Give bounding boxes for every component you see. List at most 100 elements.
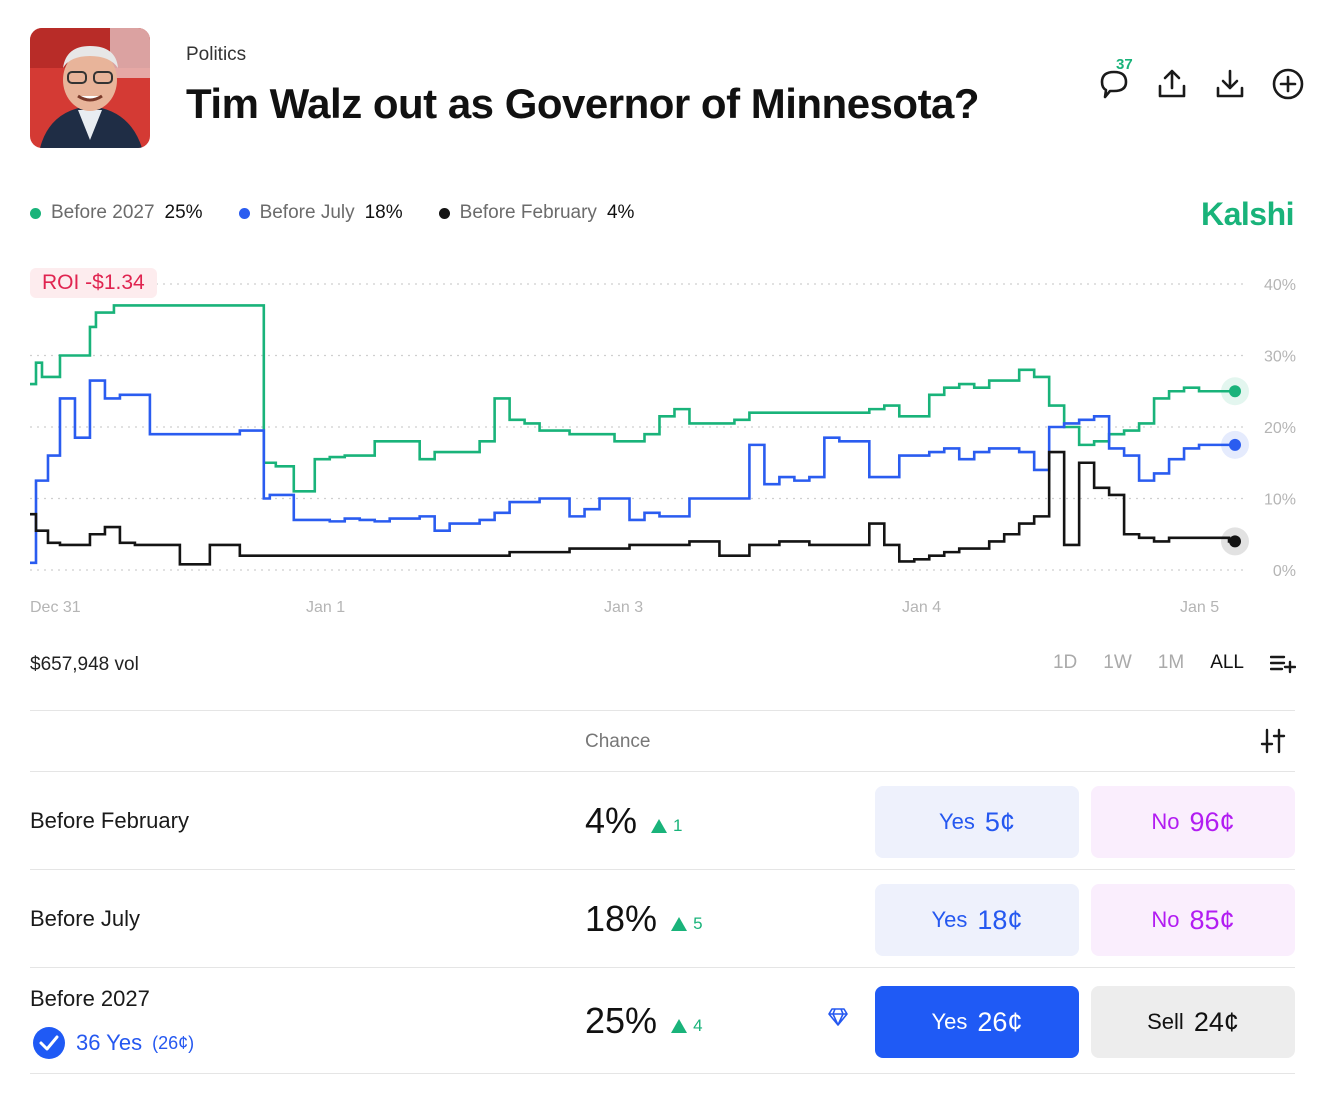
diamond-icon[interactable] <box>828 1008 848 1026</box>
comment-count: 37 <box>1116 56 1133 73</box>
outcome-row-before-february[interactable]: Before February 4% 1 Yes 5¢ No 96¢ <box>30 772 1295 870</box>
buy-no-button[interactable]: No 85¢ <box>1091 884 1295 956</box>
outcome-label: Before February <box>30 808 189 833</box>
chance-delta: 5 <box>671 914 703 934</box>
buy-yes-button[interactable]: Yes 26¢ <box>875 986 1079 1058</box>
yes-label: Yes <box>939 809 975 834</box>
outcome-label: Before 2027 <box>30 986 150 1011</box>
range-all[interactable]: ALL <box>1210 652 1244 673</box>
table-header: Chance <box>30 710 1295 772</box>
share-icon <box>1158 69 1186 98</box>
volume-label: $657,948 vol <box>30 654 139 675</box>
series-line <box>30 379 1236 565</box>
y-tick-label: 40% <box>1264 277 1296 294</box>
y-tick-label: 0% <box>1273 563 1296 580</box>
legend-dot <box>438 207 450 219</box>
buy-yes-button[interactable]: Yes 18¢ <box>875 884 1079 956</box>
download-button[interactable] <box>1212 66 1248 102</box>
outcome-row-before-july[interactable]: Before July 18% 5 Yes 18¢ No 85¢ <box>30 870 1295 968</box>
legend-item-before-february: Before February 4% <box>438 202 634 224</box>
time-range-selector: 1D 1W 1M ALL <box>1052 652 1297 674</box>
x-tick-label: Jan 1 <box>306 599 345 616</box>
legend-dot <box>30 207 41 219</box>
chance-delta: 1 <box>651 816 683 836</box>
chance-value: 18% <box>585 898 658 939</box>
yes-label: Yes <box>931 907 968 932</box>
download-icon <box>1216 69 1244 98</box>
delta-value: 5 <box>693 914 703 933</box>
x-tick-label: Jan 4 <box>902 599 941 616</box>
delta-value: 4 <box>693 1016 703 1035</box>
legend-item-before-2027: Before 2027 25% <box>30 202 203 224</box>
up-arrow-icon <box>651 819 668 833</box>
series-line <box>30 450 1236 566</box>
outcome-row-before-2027[interactable]: Before 2027 36 Yes (26¢) 25% 4 Yes 26¢ S… <box>30 968 1295 1074</box>
delta-value: 1 <box>673 816 683 835</box>
y-tick-label: 20% <box>1264 420 1296 437</box>
sliders-icon <box>1260 728 1286 754</box>
y-tick-label: 30% <box>1264 349 1296 366</box>
chart-options-button[interactable] <box>1269 652 1297 674</box>
legend-name: Before July <box>259 202 355 223</box>
market-header: Politics Tim Walz out as Governor of Min… <box>30 28 1310 148</box>
comment-icon <box>1100 70 1128 99</box>
legend-value: 18% <box>364 202 403 223</box>
sell-button[interactable]: Sell 24¢ <box>1091 986 1295 1058</box>
user-position[interactable]: 36 Yes (26¢) <box>32 1026 194 1060</box>
position-count: 36 Yes <box>76 1030 143 1055</box>
outcome-label: Before July <box>30 906 141 931</box>
header-actions: 37 <box>1096 56 1306 102</box>
buy-yes-button[interactable]: Yes 5¢ <box>875 786 1079 858</box>
kalshi-logo[interactable]: Kalshi <box>1200 196 1295 232</box>
yes-price: 26¢ <box>977 1006 1023 1037</box>
legend-value: 25% <box>164 202 203 223</box>
outcome-chance: 4% 1 <box>585 800 683 842</box>
series-line <box>30 304 1236 493</box>
sell-price: 24¢ <box>1193 1006 1239 1037</box>
table-settings-button[interactable] <box>1259 727 1287 755</box>
series-end-point <box>1229 438 1242 451</box>
roi-badge: ROI -$1.34 <box>30 268 157 298</box>
chart-svg: 0% 10% 20% 30% 40% Dec 31 Jan 1 Jan 3 Jan 4 Jan 5 <box>30 277 1296 616</box>
price-chart[interactable]: 0% 10% 20% 30% 40% Dec 31 Jan 1 Jan 3 Jan 4 Jan 5 <box>0 250 1340 630</box>
comments-button[interactable]: 37 <box>1096 56 1133 102</box>
add-to-watchlist-button[interactable] <box>1270 66 1306 102</box>
plus-circle-icon <box>1272 68 1304 100</box>
no-label: No <box>1151 809 1180 834</box>
x-tick-label: Dec 31 <box>30 599 81 616</box>
series-end-point <box>1229 385 1242 398</box>
list-add-icon <box>1269 655 1297 674</box>
page-title: Tim Walz out as Governor of Minnesota? <box>186 80 980 127</box>
legend-dot <box>238 207 250 219</box>
chance-value: 4% <box>585 800 638 841</box>
no-price: 85¢ <box>1189 904 1235 935</box>
legend-name: Before 2027 <box>51 202 155 223</box>
no-price: 96¢ <box>1189 806 1235 837</box>
share-button[interactable] <box>1154 66 1190 102</box>
yes-price: 18¢ <box>977 904 1023 935</box>
buy-no-button[interactable]: No 96¢ <box>1091 786 1295 858</box>
yes-label: Yes <box>931 1009 968 1034</box>
range-1d[interactable]: 1D <box>1052 652 1078 673</box>
series-end-point <box>1229 535 1242 548</box>
outcome-chance: 25% 4 <box>585 1000 703 1042</box>
no-label: No <box>1151 907 1180 932</box>
market-category[interactable]: Politics <box>186 44 247 65</box>
market-avatar <box>30 28 150 148</box>
sell-label: Sell <box>1147 1009 1184 1034</box>
up-arrow-icon <box>671 1019 688 1033</box>
chance-column-header: Chance <box>585 731 651 752</box>
x-tick-label: Jan 5 <box>1180 599 1219 616</box>
chance-value: 25% <box>585 1000 658 1041</box>
range-1m[interactable]: 1M <box>1157 652 1185 673</box>
check-circle-icon <box>33 1027 65 1059</box>
outcomes-table: Chance Before February 4% 1 Yes 5¢ No 96… <box>30 710 1295 1074</box>
legend-item-before-july: Before July 18% <box>238 202 403 224</box>
up-arrow-icon <box>671 917 688 931</box>
chance-delta: 4 <box>671 1016 703 1036</box>
legend-name: Before February <box>459 202 597 223</box>
outcome-chance: 18% 5 <box>585 898 703 940</box>
x-tick-label: Jan 3 <box>604 599 643 616</box>
range-1w[interactable]: 1W <box>1103 652 1132 673</box>
position-avg-price: (26¢) <box>152 1032 195 1053</box>
